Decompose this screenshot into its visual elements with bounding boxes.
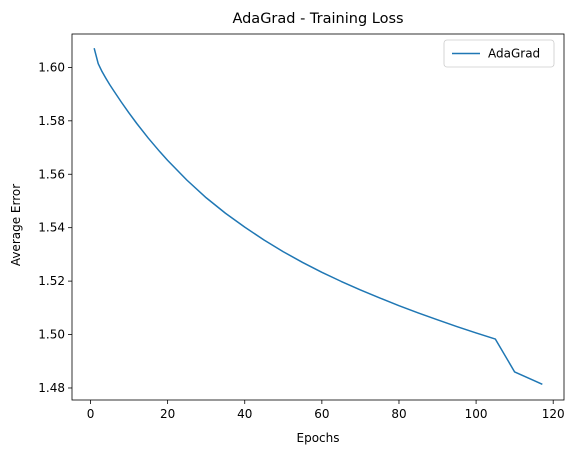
y-tick-label: 1.60 (38, 60, 65, 74)
x-tick-label: 40 (237, 407, 252, 421)
x-tick-label: 60 (314, 407, 329, 421)
y-tick-label: 1.52 (38, 274, 65, 288)
x-tick-label: 120 (542, 407, 565, 421)
y-tick-label: 1.48 (38, 381, 65, 395)
y-tick-label: 1.58 (38, 114, 65, 128)
y-tick-label: 1.56 (38, 167, 65, 181)
x-axis-title: Epochs (297, 431, 340, 445)
x-tick-label: 80 (391, 407, 406, 421)
x-tick-label: 20 (160, 407, 175, 421)
y-axis-title: Average Error (9, 184, 23, 266)
axes-frame (71, 33, 565, 401)
y-tick-label: 1.54 (38, 221, 65, 235)
legend-label: AdaGrad (488, 47, 540, 61)
chart-title: AdaGrad - Training Loss (232, 11, 403, 27)
x-tick-label: 0 (87, 407, 95, 421)
legend-box (443, 39, 555, 68)
series-line-1 (93, 48, 543, 385)
y-tick-label: 1.50 (38, 328, 65, 342)
plot-area: 0 20 40 60 80 100 120 1.48 1.50 1.52 1.54 1.56 1.58 1… (38, 33, 565, 421)
x-tick-label: 100 (465, 407, 488, 421)
